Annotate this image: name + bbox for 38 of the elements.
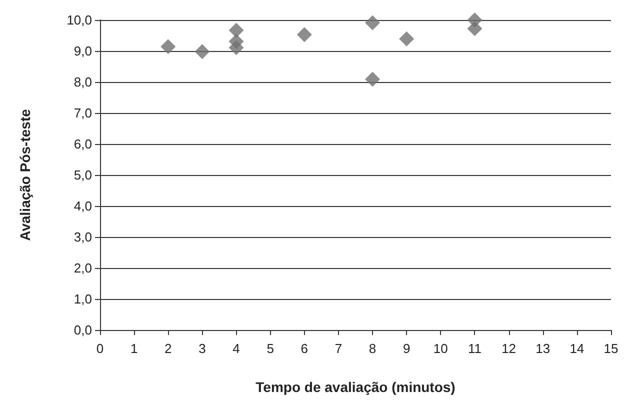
point <box>399 31 414 46</box>
y-tick-label: 0,0 <box>74 322 92 338</box>
x-tick-label: 1 <box>130 341 138 356</box>
x-tick-label: 6 <box>300 341 308 356</box>
y-tick-label: 4,0 <box>74 198 92 214</box>
point <box>228 22 244 38</box>
y-axis-title: Avaliação Pós-teste <box>17 108 33 241</box>
x-axis-title: Tempo de avaliação (minutos) <box>256 379 456 395</box>
x-tick-label: 0 <box>96 341 104 356</box>
x-tick-label: 7 <box>334 341 342 356</box>
x-tick-label: 8 <box>368 341 376 356</box>
point <box>365 72 380 87</box>
point <box>365 15 380 30</box>
x-tick-label: 14 <box>570 341 584 356</box>
y-tick-label: 5,0 <box>74 168 92 182</box>
y-tick-label: 6,0 <box>74 136 92 152</box>
y-tick-label: 7,0 <box>74 106 92 120</box>
y-tick-label: 8,0 <box>74 74 92 90</box>
point <box>467 21 482 36</box>
x-tick-label: 11 <box>468 341 482 356</box>
x-tick-label: 12 <box>502 341 516 356</box>
y-tick-label: 1,0 <box>74 292 92 306</box>
x-tick-label: 10 <box>433 341 448 356</box>
x-tick-label: 9 <box>402 341 410 356</box>
y-tick-label: 2,0 <box>74 260 92 276</box>
point <box>194 44 210 60</box>
x-tick-label: 3 <box>198 341 206 356</box>
y-tick-label: 9,0 <box>74 44 92 58</box>
x-tick-label: 15 <box>604 341 618 356</box>
y-tick-label: 3,0 <box>74 230 92 244</box>
x-tick-label: 5 <box>266 341 274 356</box>
point <box>296 27 312 42</box>
x-tick-label: 13 <box>536 341 550 356</box>
x-tick-label: 2 <box>164 341 172 356</box>
point <box>160 39 176 54</box>
y-tick-label: 10,0 <box>66 12 92 28</box>
x-tick-label: 4 <box>232 341 240 356</box>
point <box>228 40 244 56</box>
